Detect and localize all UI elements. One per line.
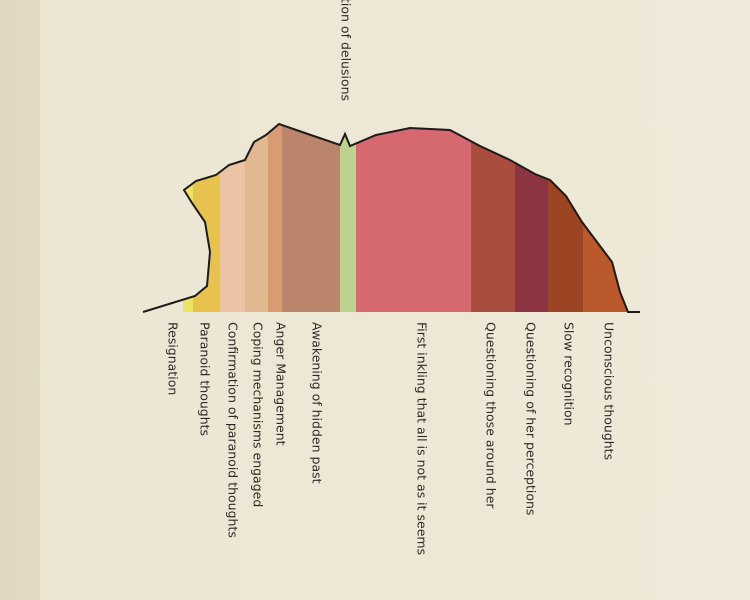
band-label: Questioning those around her: [484, 322, 499, 509]
band: [268, 124, 282, 312]
band: [245, 124, 268, 312]
band-label: Paranoid thoughts: [198, 322, 213, 436]
labels: Resignation Paranoid thoughts Confirmation…: [166, 0, 617, 555]
band: [356, 124, 471, 312]
page-edge: [0, 0, 40, 600]
band-label: tion of delusions: [339, 0, 354, 101]
band-label: First inkling that all is not as it seem…: [415, 322, 430, 555]
band: [340, 124, 356, 312]
band: [282, 124, 340, 312]
band-label: Anger Management: [274, 322, 289, 446]
band-label: Unconscious thoughts: [602, 322, 617, 460]
band-label: Confirmation of paranoid thoughts: [226, 322, 241, 538]
band-label: Resignation: [166, 322, 181, 395]
band-label: Slow recognition: [562, 322, 577, 426]
band-label: Questioning of her perceptions: [524, 322, 539, 515]
outline: [142, 122, 640, 313]
band-label: Awakening of hidden past: [310, 322, 325, 484]
band-label: Coping mechanisms engaged: [251, 322, 266, 507]
